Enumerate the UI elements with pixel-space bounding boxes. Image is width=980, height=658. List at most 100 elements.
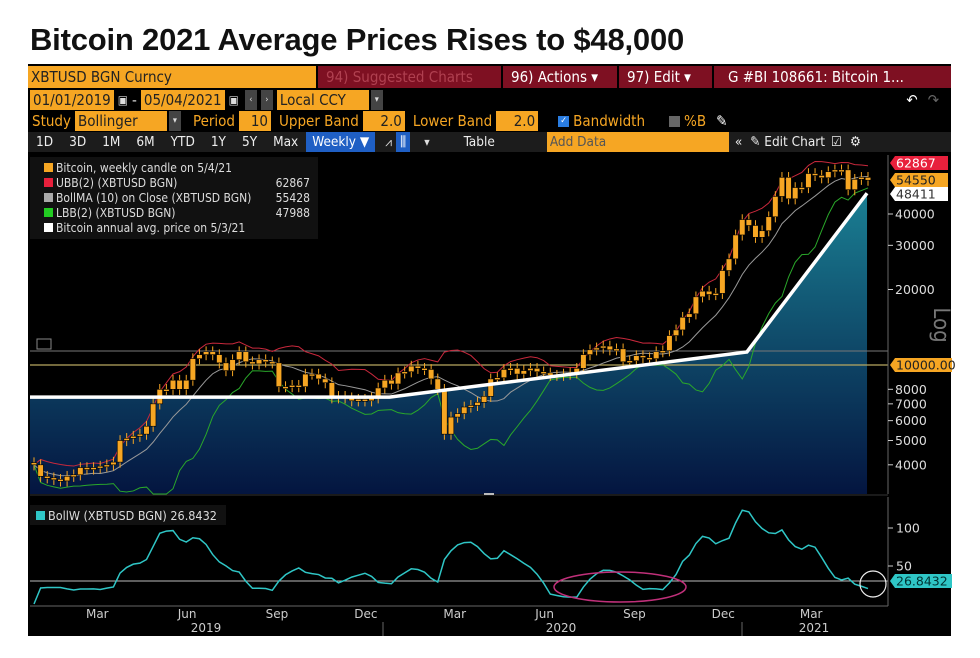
chevron-down-icon[interactable]: ▾ — [168, 111, 181, 131]
range-1y[interactable]: 1Y — [210, 134, 226, 150]
range-max[interactable]: Max — [273, 134, 299, 150]
calendar-icon[interactable]: ▣ — [228, 93, 239, 107]
next-period-button[interactable]: › — [260, 90, 273, 110]
candle[interactable] — [77, 462, 84, 481]
prev-period-button[interactable]: ‹ — [244, 90, 257, 110]
ticker-field[interactable]: XBTUSD BGN Curncy — [28, 66, 316, 88]
candle[interactable] — [778, 172, 786, 203]
candle[interactable] — [189, 353, 196, 386]
candle[interactable] — [103, 459, 110, 472]
candle[interactable] — [487, 373, 494, 402]
candle[interactable] — [851, 173, 858, 196]
candle[interactable] — [580, 349, 587, 374]
candle[interactable] — [150, 398, 157, 432]
candle[interactable] — [712, 288, 719, 301]
candle[interactable] — [130, 430, 137, 444]
candle[interactable] — [110, 456, 117, 471]
candle[interactable] — [633, 350, 640, 367]
candle[interactable] — [202, 346, 210, 361]
candle[interactable] — [858, 172, 865, 185]
candle[interactable] — [63, 470, 71, 487]
candle[interactable] — [388, 374, 395, 390]
candle[interactable] — [593, 342, 600, 356]
candle[interactable] — [30, 457, 38, 471]
candle[interactable] — [408, 360, 415, 378]
candle[interactable] — [706, 285, 713, 301]
candle[interactable] — [116, 435, 124, 468]
range-6m[interactable]: 6M — [136, 134, 155, 150]
candle[interactable] — [500, 364, 508, 384]
pctb-checkbox[interactable] — [669, 115, 681, 127]
candle[interactable] — [209, 346, 216, 361]
candle[interactable] — [401, 366, 408, 379]
candle[interactable] — [216, 349, 223, 369]
candle[interactable] — [454, 408, 461, 423]
chevron-down-icon[interactable]: ▾ — [424, 135, 430, 149]
date-to-field[interactable]: 05/04/2021 — [140, 90, 225, 110]
candle[interactable] — [315, 368, 322, 385]
candle[interactable] — [255, 354, 263, 370]
candle[interactable] — [520, 365, 527, 380]
candle[interactable] — [37, 459, 44, 482]
candle[interactable] — [533, 363, 541, 378]
candle[interactable] — [679, 311, 686, 336]
candle[interactable] — [745, 214, 752, 232]
range-1m[interactable]: 1M — [102, 134, 121, 150]
candle[interactable] — [699, 285, 706, 303]
candle[interactable] — [831, 164, 839, 178]
collapse-icon[interactable]: « — [734, 134, 743, 150]
candle[interactable] — [732, 229, 739, 265]
candle[interactable] — [825, 166, 832, 184]
candle[interactable] — [672, 324, 680, 342]
candle[interactable] — [639, 350, 647, 364]
candle[interactable] — [646, 352, 653, 365]
candle[interactable] — [322, 373, 329, 389]
pencil-icon[interactable]: ✎ — [716, 112, 728, 130]
table-button[interactable]: Table — [463, 134, 495, 150]
candle[interactable] — [467, 400, 474, 413]
candle[interactable] — [474, 396, 481, 412]
candle-chart-icon[interactable]: ⫼ — [395, 132, 411, 152]
candle[interactable] — [785, 172, 792, 205]
chart-type-icon[interactable] — [36, 338, 52, 350]
candle[interactable] — [249, 356, 256, 370]
candle[interactable] — [163, 383, 170, 395]
panel-resize-handle[interactable] — [484, 493, 494, 495]
legend-item[interactable]: Bitcoin annual avg. price on 5/3/21 — [30, 220, 318, 235]
actions-menu[interactable]: 96) Actions ▾ — [503, 66, 617, 88]
candle[interactable] — [845, 164, 852, 196]
candle[interactable] — [282, 381, 289, 393]
candle[interactable] — [44, 470, 51, 484]
candle[interactable] — [811, 168, 819, 182]
date-from-field[interactable]: 01/01/2019 — [30, 90, 114, 110]
candle[interactable] — [169, 374, 177, 395]
candle[interactable] — [262, 354, 269, 368]
candle[interactable] — [381, 374, 388, 394]
frequency-select[interactable]: Weekly ▼ — [306, 132, 376, 152]
range-1d[interactable]: 1D — [36, 134, 54, 150]
annotate-icon[interactable]: ☑ — [831, 134, 842, 150]
range-ytd[interactable]: YTD — [170, 134, 195, 150]
candle[interactable] — [514, 363, 521, 380]
candle[interactable] — [461, 401, 468, 420]
candle[interactable] — [719, 265, 726, 299]
candle[interactable] — [792, 182, 799, 205]
candle[interactable] — [619, 343, 627, 368]
candle[interactable] — [176, 374, 183, 395]
candle[interactable] — [653, 346, 660, 365]
candle[interactable] — [864, 172, 872, 186]
redo-icon[interactable]: ↷ — [927, 91, 939, 109]
candle[interactable] — [143, 420, 150, 440]
candle[interactable] — [136, 428, 144, 442]
candle[interactable] — [507, 363, 514, 376]
candle[interactable] — [236, 346, 243, 366]
candle[interactable] — [97, 460, 104, 474]
candle[interactable] — [302, 368, 309, 393]
candle[interactable] — [725, 253, 733, 277]
suggested-charts-button[interactable]: 94) Suggested Charts — [318, 66, 501, 88]
candle[interactable] — [394, 367, 402, 390]
legend-item[interactable]: UBB(2) (XBTUSD BGN) 62867 — [30, 175, 318, 190]
candle[interactable] — [686, 308, 693, 323]
candle[interactable] — [183, 374, 190, 395]
study-select[interactable]: Bollinger — [74, 111, 167, 131]
